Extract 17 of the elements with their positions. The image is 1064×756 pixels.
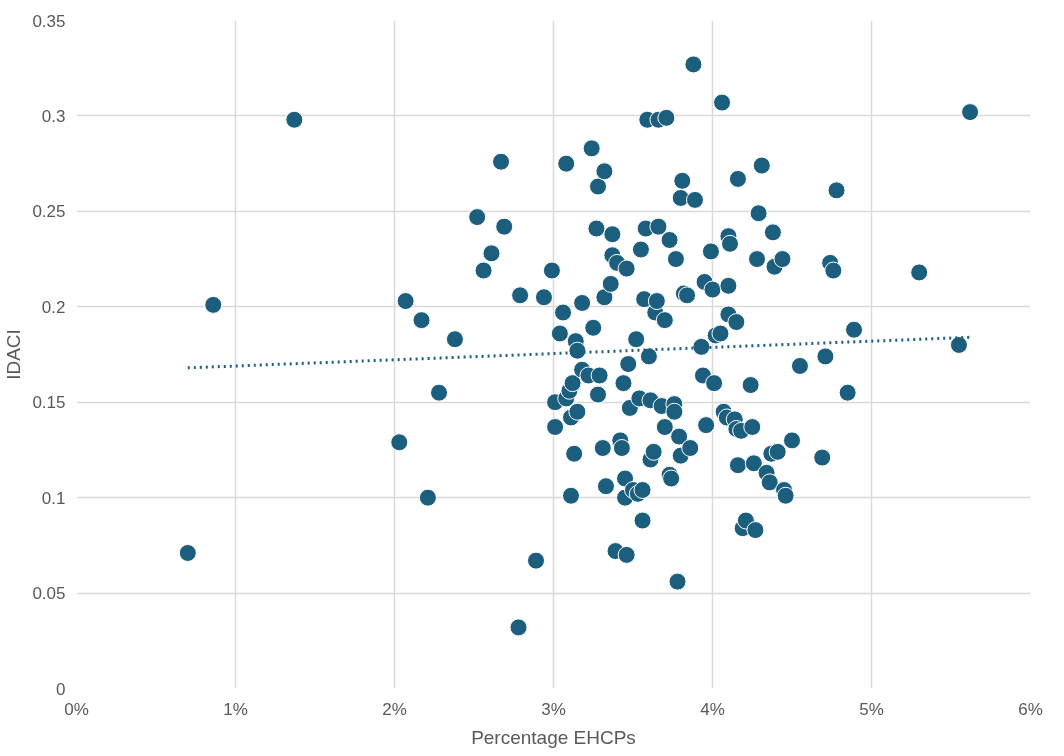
y-tick-label: 0	[56, 679, 66, 699]
y-tick-label: 0.2	[41, 297, 66, 317]
x-tick-label: 3%	[541, 699, 566, 719]
y-tick-label: 0.05	[32, 584, 66, 604]
x-tick-label: 0%	[64, 699, 89, 719]
y-tick-label: 0.3	[41, 106, 66, 126]
y-tick-label: 0.15	[32, 393, 66, 413]
y-tick-label: 0.35	[32, 11, 66, 31]
y-tick-label: 0.25	[32, 202, 66, 222]
x-tick-label: 6%	[1018, 699, 1043, 719]
x-tick-label: 1%	[223, 699, 248, 719]
x-tick-label: 5%	[859, 699, 884, 719]
y-tick-label: 0.1	[41, 488, 66, 508]
x-tick-label: 4%	[700, 699, 725, 719]
x-tick-label: 2%	[382, 699, 407, 719]
x-axis-title: Percentage EHCPs	[471, 726, 636, 748]
y-axis-title: IDACI	[3, 329, 25, 380]
